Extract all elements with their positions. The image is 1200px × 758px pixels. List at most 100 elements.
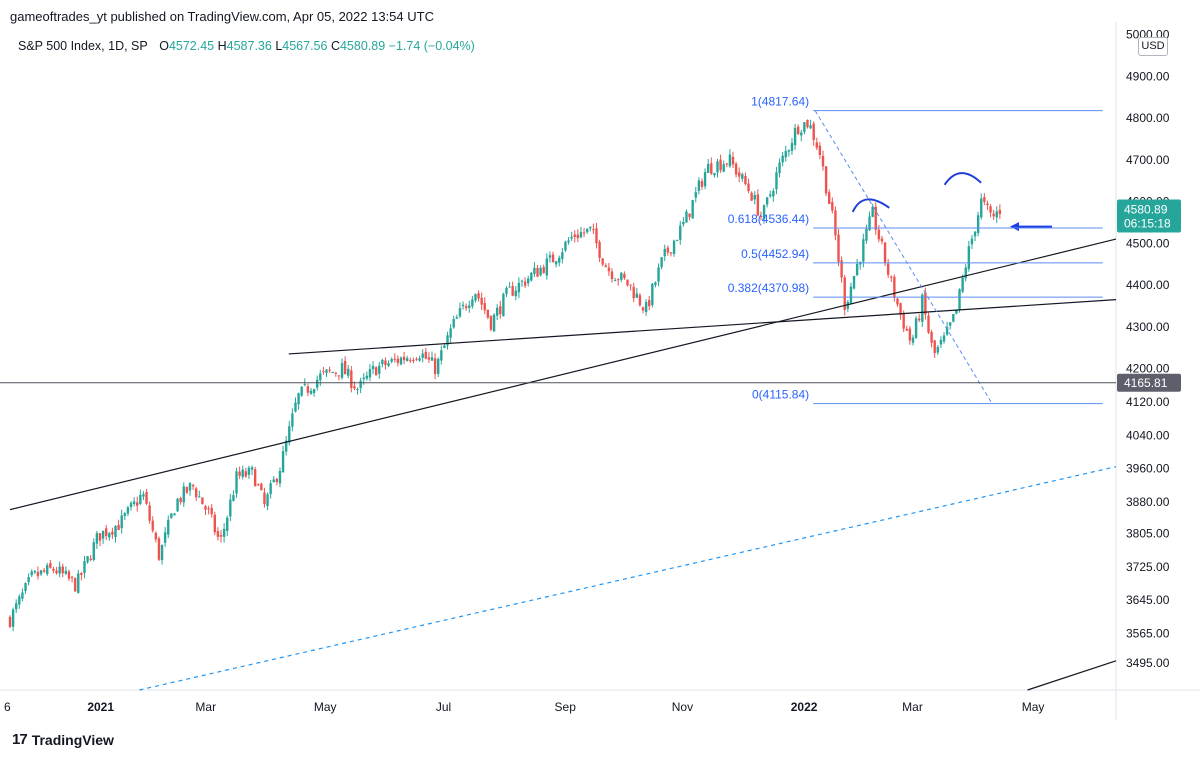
fibonacci-retracement[interactable]: 1(4817.64) 0.618(4536.44) 0.5(4452.94) 0.38… xyxy=(728,95,1103,405)
candle xyxy=(306,383,310,397)
candle xyxy=(663,244,666,262)
candle xyxy=(111,527,114,539)
candle-body xyxy=(700,181,704,187)
candle xyxy=(92,538,95,562)
candle-body xyxy=(92,542,95,560)
candle xyxy=(52,566,55,574)
candle-body xyxy=(651,283,654,306)
candle xyxy=(405,355,409,362)
candle-body xyxy=(148,505,151,521)
candle xyxy=(70,576,74,583)
candle xyxy=(573,230,576,243)
candle xyxy=(58,561,61,578)
candle xyxy=(42,567,46,573)
candle-body xyxy=(638,295,642,306)
candle-body xyxy=(939,339,943,345)
candle-body xyxy=(896,298,899,305)
candle-body xyxy=(765,197,769,205)
fib-level-label: 1(4817.64) xyxy=(751,95,809,109)
candle xyxy=(30,569,33,578)
candle xyxy=(654,281,657,288)
candle xyxy=(576,229,580,243)
candle-body xyxy=(86,556,89,563)
candle-body xyxy=(899,303,902,315)
candle-body xyxy=(328,369,331,371)
candle-body xyxy=(694,192,697,198)
candle-body xyxy=(641,307,645,311)
candle-body xyxy=(828,192,831,204)
candle xyxy=(961,274,964,294)
candle-body xyxy=(260,483,263,491)
candle-body xyxy=(523,281,527,286)
candle-body xyxy=(418,358,421,361)
trendline-2 xyxy=(288,299,1117,355)
candle-body xyxy=(52,568,55,571)
candle xyxy=(443,343,446,349)
candle xyxy=(39,569,43,576)
candle-body xyxy=(775,172,778,190)
price-axis[interactable]: 5000.004900.004800.004700.004600.004500.… xyxy=(1126,28,1170,670)
candle xyxy=(275,477,279,486)
candle-body xyxy=(806,119,809,128)
candle-body xyxy=(936,346,940,353)
candle xyxy=(936,345,940,356)
currency-button[interactable]: USD xyxy=(1138,37,1168,56)
candle xyxy=(554,260,558,268)
tradingview-logo[interactable]: 17 TradingView xyxy=(12,731,114,748)
support-price-value: 4165.81 xyxy=(1124,376,1168,390)
candle xyxy=(781,151,784,167)
candle-body xyxy=(430,357,434,361)
candle-body xyxy=(340,362,344,378)
candle-body xyxy=(595,228,598,244)
candle-body xyxy=(300,386,303,396)
candle-body xyxy=(284,440,288,452)
candle-body xyxy=(542,267,545,274)
price-tick-label: 3960.00 xyxy=(1126,462,1170,476)
candle xyxy=(8,615,12,629)
candle xyxy=(666,245,670,256)
candle-body xyxy=(654,282,657,285)
candle xyxy=(151,516,154,533)
candle xyxy=(486,309,490,320)
candle-body xyxy=(95,533,99,544)
candle-body xyxy=(446,335,449,346)
candle xyxy=(33,570,37,575)
candle-body xyxy=(123,513,127,516)
price-tick-label: 3565.00 xyxy=(1126,627,1170,641)
candle xyxy=(800,129,803,142)
candle xyxy=(179,496,182,505)
candle xyxy=(216,527,220,541)
candle-body xyxy=(163,532,167,543)
candle xyxy=(260,482,263,491)
candle-body xyxy=(464,306,468,309)
candle-body xyxy=(226,517,229,531)
candlestick-series xyxy=(8,119,1002,632)
candle-body xyxy=(517,282,521,293)
candle xyxy=(163,526,167,547)
candle xyxy=(241,465,244,480)
candle-body xyxy=(49,562,52,568)
candle-body xyxy=(247,467,251,475)
candle-body xyxy=(970,238,974,245)
candle xyxy=(250,465,254,475)
publisher-line: gameoftrades_yt published on TradingView… xyxy=(10,9,434,24)
candle-body xyxy=(585,228,589,233)
time-axis[interactable]: 6 2021 Mar May Jul Sep Nov 2022 Mar May xyxy=(4,700,1044,714)
candle xyxy=(595,222,598,249)
candle-body xyxy=(905,328,908,331)
candle-body xyxy=(672,240,676,254)
symbol-title[interactable]: S&P 500 Index, 1D, SP xyxy=(18,39,148,53)
candle-body xyxy=(747,183,750,192)
candle-body xyxy=(573,234,576,237)
candle-body xyxy=(415,358,418,360)
candle-body xyxy=(837,234,840,262)
candle-body xyxy=(89,558,92,560)
candle-body xyxy=(877,229,881,240)
candle xyxy=(226,515,229,537)
candle-body xyxy=(381,359,384,365)
fib-level-label: 0.618(4536.44) xyxy=(728,212,809,226)
candle xyxy=(585,228,589,234)
trendline-1 xyxy=(9,238,1117,511)
candle-body xyxy=(834,210,837,236)
